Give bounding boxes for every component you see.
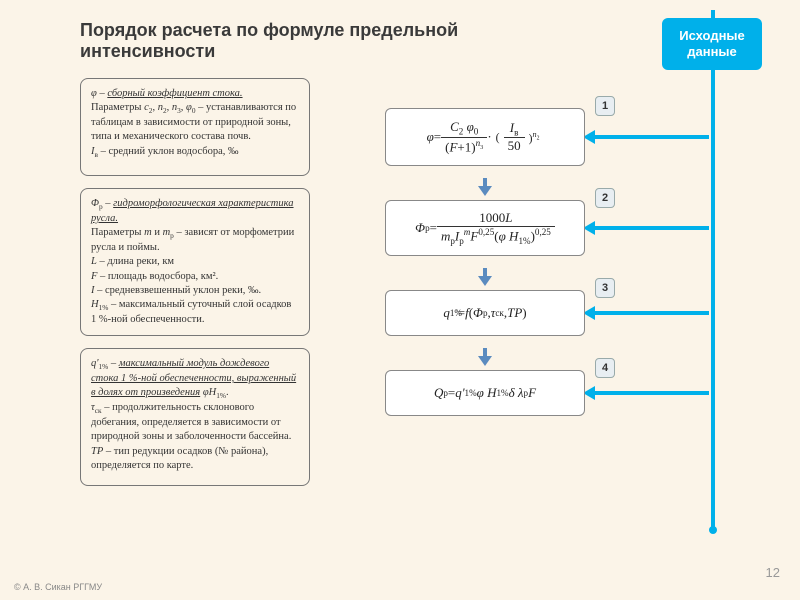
- arrow-from-source: [585, 390, 709, 396]
- step-2: 2Φр = 1000LmрIрmF0,25(φ H1%)0,25: [385, 200, 585, 256]
- step-number: 3: [595, 278, 615, 298]
- formula-box: q1% ' = f (Φр, τск, TP): [385, 290, 585, 336]
- page-number: 12: [766, 565, 780, 580]
- arrow-down: [478, 348, 492, 366]
- formula-column: 1φ = C2 φ0(F+1)n3 · (Iв50)n2 2Φр = 1000Lm…: [385, 108, 585, 430]
- formula-box: φ = C2 φ0(F+1)n3 · (Iв50)n2: [385, 108, 585, 166]
- description-column: φ – сборный коэффициент стока.Параметры …: [80, 78, 310, 486]
- trunk-end-dot: [709, 526, 717, 534]
- arrow-from-source: [585, 134, 709, 140]
- flow-trunk: [711, 70, 715, 530]
- arrow-from-source: [585, 225, 709, 231]
- arrow-down: [478, 178, 492, 196]
- formula-box: Φр = 1000LmрIрmF0,25(φ H1%)0,25: [385, 200, 585, 256]
- step-3: 3q1% ' = f (Φр, τск, TP): [385, 290, 585, 336]
- description-box-3: q'1% – максимальный модуль дождевого сто…: [80, 348, 310, 486]
- formula-box: Qp = q'1% φ H1% δ λp F: [385, 370, 585, 416]
- arrow-down: [478, 268, 492, 286]
- step-4: 4Qp = q'1% φ H1% δ λp F: [385, 370, 585, 416]
- step-number: 2: [595, 188, 615, 208]
- description-box-1: φ – сборный коэффициент стока.Параметры …: [80, 78, 310, 176]
- source-data-badge: Исходные данные: [662, 18, 762, 70]
- copyright: © А. В. Сикан РГГМУ: [14, 582, 102, 592]
- description-box-2: Φр – гидроморфологическая характеристика…: [80, 188, 310, 336]
- arrow-from-source: [585, 310, 709, 316]
- step-number: 1: [595, 96, 615, 116]
- step-number: 4: [595, 358, 615, 378]
- page-title: Порядок расчета по формуле предельной ин…: [80, 20, 580, 62]
- step-1: 1φ = C2 φ0(F+1)n3 · (Iв50)n2: [385, 108, 585, 166]
